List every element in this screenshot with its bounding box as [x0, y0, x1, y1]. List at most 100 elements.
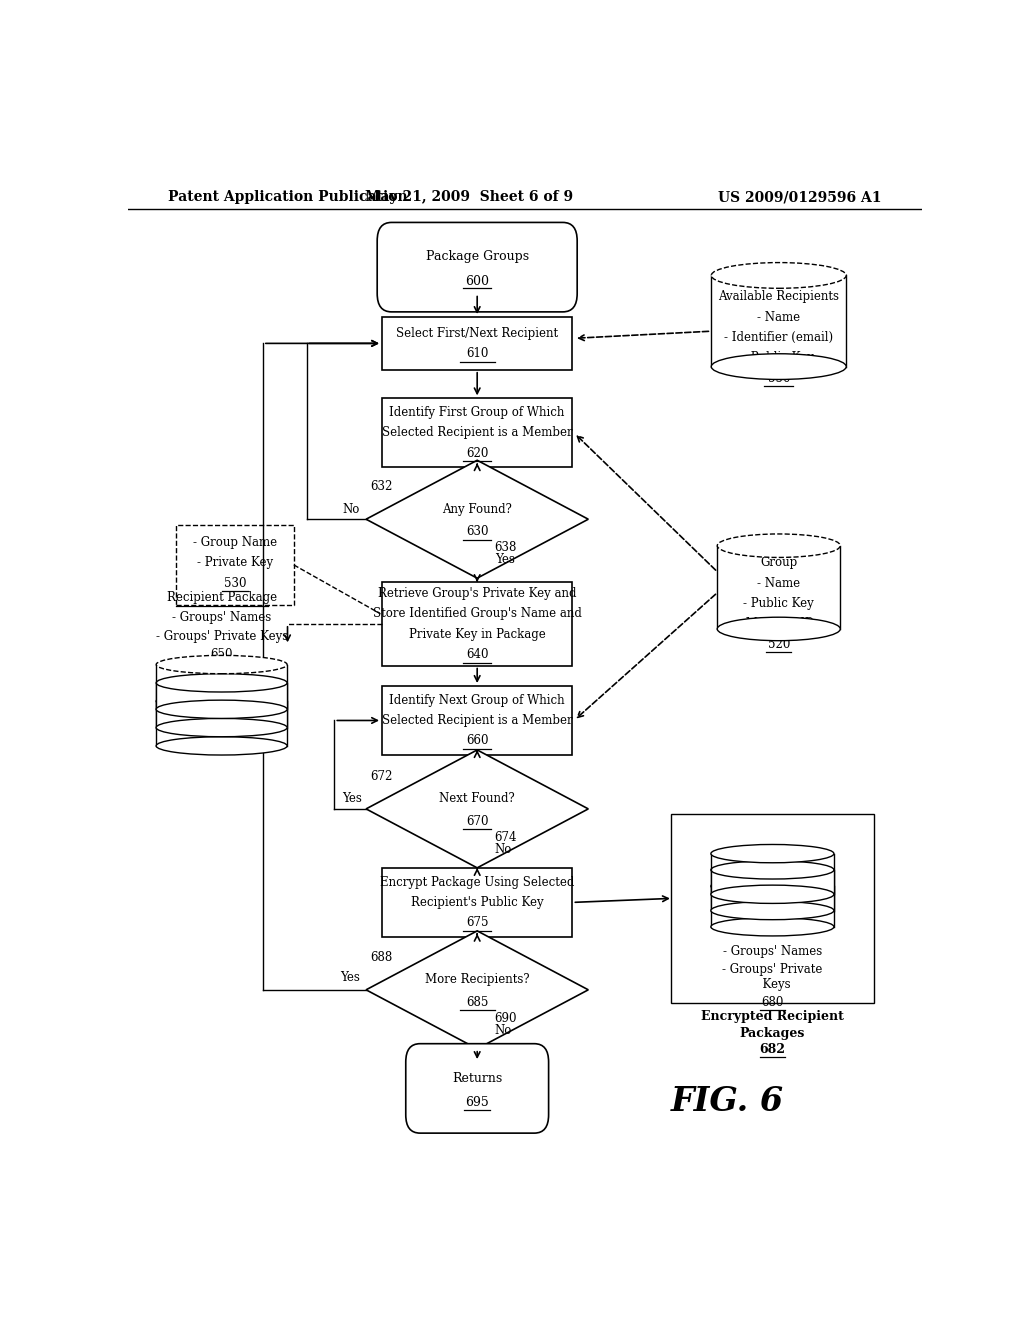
Ellipse shape: [711, 902, 834, 920]
Text: Identify Next Group of Which: Identify Next Group of Which: [389, 693, 565, 706]
Text: Retrieve Group's Private Key and: Retrieve Group's Private Key and: [378, 587, 577, 599]
Text: - Public Key: - Public Key: [743, 597, 814, 610]
Text: FIG. 6: FIG. 6: [671, 1085, 783, 1118]
Ellipse shape: [157, 718, 287, 737]
FancyBboxPatch shape: [406, 1044, 549, 1133]
Text: 685: 685: [466, 995, 488, 1008]
Ellipse shape: [717, 535, 841, 557]
Text: Group: Group: [760, 556, 798, 569]
Ellipse shape: [711, 886, 834, 903]
Ellipse shape: [711, 845, 834, 863]
Text: 682: 682: [760, 1043, 785, 1056]
Text: 674: 674: [495, 830, 517, 843]
Bar: [671, 814, 873, 1002]
Text: Selected Recipient is a Member: Selected Recipient is a Member: [382, 714, 572, 727]
Text: Encrypted Recipient: Encrypted Recipient: [701, 1010, 844, 1023]
Bar: [382, 317, 572, 370]
Text: - Group Name: - Group Name: [194, 536, 278, 549]
Ellipse shape: [157, 673, 287, 692]
Ellipse shape: [711, 861, 834, 879]
Ellipse shape: [157, 737, 287, 755]
Text: - Name: - Name: [757, 577, 801, 590]
Text: Yes: Yes: [495, 553, 514, 566]
Polygon shape: [367, 750, 588, 867]
Text: 632: 632: [370, 480, 392, 494]
Text: Recipient's Public Key: Recipient's Public Key: [411, 896, 544, 909]
Text: - Groups' Names: - Groups' Names: [723, 945, 822, 958]
Text: US 2009/0129596 A1: US 2009/0129596 A1: [719, 190, 882, 205]
Text: May 21, 2009  Sheet 6 of 9: May 21, 2009 Sheet 6 of 9: [366, 190, 573, 205]
Text: 695: 695: [465, 1096, 489, 1109]
Text: - Identifier (email): - Identifier (email): [724, 331, 834, 345]
Text: Store Identified Group's Name and: Store Identified Group's Name and: [373, 607, 582, 620]
Text: 620: 620: [466, 446, 488, 459]
Ellipse shape: [711, 876, 834, 895]
Bar: [157, 682, 287, 727]
Text: 675: 675: [466, 916, 488, 929]
Ellipse shape: [712, 354, 846, 379]
Bar: [711, 886, 834, 927]
Text: Returns: Returns: [452, 1072, 503, 1085]
Text: Identify First Group of Which: Identify First Group of Which: [389, 407, 565, 418]
Ellipse shape: [711, 917, 834, 936]
Text: - Member IDs: - Member IDs: [737, 618, 820, 630]
Text: 690: 690: [495, 1011, 517, 1024]
Text: 638: 638: [495, 541, 517, 554]
Ellipse shape: [157, 700, 287, 718]
Text: 680: 680: [761, 995, 783, 1008]
Text: - Public Key: - Public Key: [743, 351, 814, 364]
Bar: [712, 276, 846, 367]
Bar: [711, 854, 834, 894]
Text: Next Found?: Next Found?: [439, 792, 515, 805]
Text: 630: 630: [466, 525, 488, 539]
Bar: [382, 399, 572, 467]
Text: 660: 660: [466, 734, 488, 747]
Bar: [382, 686, 572, 755]
Bar: [157, 701, 287, 746]
Text: 670: 670: [466, 814, 488, 828]
Bar: [157, 664, 287, 709]
Text: Recipient Package: Recipient Package: [167, 591, 276, 605]
Text: 520: 520: [768, 638, 790, 651]
Ellipse shape: [712, 263, 846, 288]
Ellipse shape: [717, 618, 841, 640]
Text: No: No: [495, 843, 512, 857]
Text: Any Found?: Any Found?: [442, 503, 512, 516]
Text: Private Key in Package: Private Key in Package: [409, 627, 546, 640]
Text: Yes: Yes: [342, 792, 362, 805]
Bar: [176, 525, 294, 605]
Text: 672: 672: [370, 770, 392, 783]
Text: Available Recipients: Available Recipients: [718, 290, 840, 304]
Text: - Private Key: - Private Key: [197, 557, 273, 569]
Text: Selected Recipient is a Member: Selected Recipient is a Member: [382, 426, 572, 440]
Text: No: No: [495, 1024, 512, 1038]
FancyBboxPatch shape: [377, 223, 578, 312]
Text: - Name: - Name: [757, 310, 801, 323]
Text: - Groups' Private: - Groups' Private: [722, 964, 822, 975]
Text: - Groups' Names: - Groups' Names: [172, 611, 271, 624]
Text: Patent Application Publication: Patent Application Publication: [168, 190, 408, 205]
Text: 550: 550: [768, 372, 790, 384]
Text: 610: 610: [466, 347, 488, 360]
Text: 688: 688: [370, 950, 392, 964]
Polygon shape: [367, 461, 588, 578]
Bar: [711, 870, 834, 911]
Text: 650: 650: [210, 648, 232, 661]
Text: Keys: Keys: [755, 978, 791, 991]
Bar: [382, 582, 572, 665]
Polygon shape: [367, 931, 588, 1049]
Text: 600: 600: [465, 275, 489, 288]
Text: Select First/Next Recipient: Select First/Next Recipient: [396, 327, 558, 339]
Text: Encrypt Package Using Selected: Encrypt Package Using Selected: [380, 875, 574, 888]
Text: Packages: Packages: [739, 1027, 805, 1040]
Text: Yes: Yes: [340, 972, 359, 985]
Ellipse shape: [157, 656, 287, 673]
Text: More Recipients?: More Recipients?: [425, 973, 529, 986]
Text: - Groups' Private Keys: - Groups' Private Keys: [156, 630, 288, 643]
Text: Package Groups: Package Groups: [426, 251, 528, 264]
Bar: [717, 545, 841, 628]
Text: No: No: [342, 503, 359, 516]
Bar: [382, 867, 572, 937]
Text: 530: 530: [224, 577, 247, 590]
Ellipse shape: [157, 692, 287, 710]
